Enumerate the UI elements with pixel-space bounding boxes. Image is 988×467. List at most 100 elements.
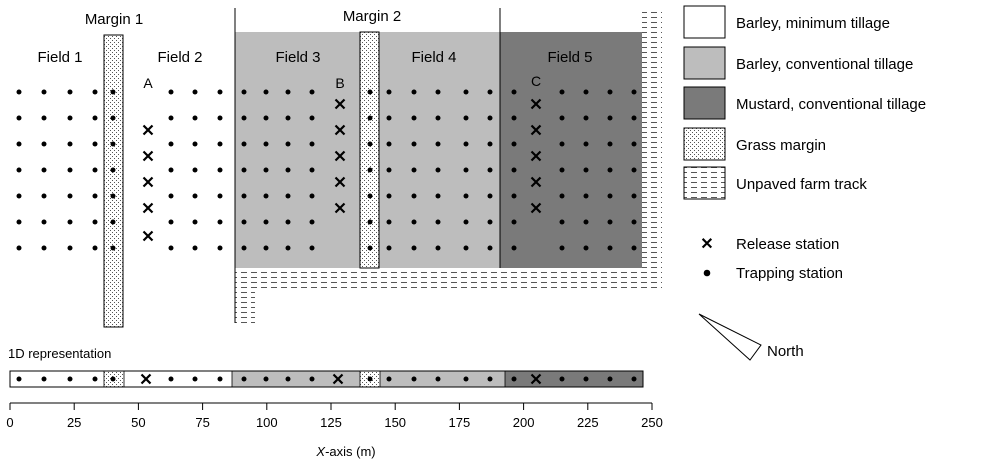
trapping-station [285,115,291,121]
trapping-station [607,167,613,173]
trapping-station [41,245,47,251]
trapping-station [559,141,565,147]
trapping-stations-2d [16,89,637,251]
release-marker-b: B [335,75,344,91]
x-axis-tick-label: 175 [449,415,471,430]
trapping-station [559,219,565,225]
trapping-station [583,193,589,199]
release-station-a [142,202,154,214]
trapping-station [67,219,73,225]
legend-label-mustard: Mustard, conventional tillage [736,96,926,113]
trapping-station [241,141,247,147]
release-marker-c: C [531,73,541,89]
trapping-station-1d [263,376,269,382]
trapping-station [92,193,98,199]
trapping-station [192,193,198,199]
grass-margin-2 [359,31,380,269]
trapping-station [67,167,73,173]
oned-outline [9,370,644,388]
trapping-station [435,219,441,225]
release-marker-a: A [143,75,153,91]
trapping-station [67,141,73,147]
trapping-station [559,245,565,251]
trapping-station [411,141,417,147]
trapping-station [263,89,269,95]
release-station-1d [140,373,152,385]
margin-2-label: Margin 2 [343,8,401,25]
release-station-b [334,98,346,110]
trapping-station [367,115,373,121]
trapping-station [367,245,373,251]
trapping-station [435,141,441,147]
trapping-station [110,89,116,95]
trapping-station [309,193,315,199]
trapping-station [16,219,22,225]
oned-seg-white-1 [10,371,104,387]
trapping-station [559,115,565,121]
trapping-station [67,193,73,199]
oned-seg-light-1 [232,371,360,387]
trapping-station [411,193,417,199]
trapping-station [487,245,493,251]
trapping-station [241,245,247,251]
trapping-station [631,141,637,147]
field-4-label: Field 4 [411,49,456,66]
trapping-station [631,193,637,199]
trapping-station [285,219,291,225]
trapping-station [511,219,517,225]
trapping-station [631,245,637,251]
trapping-station [285,89,291,95]
trapping-station [168,115,174,121]
release-station-a [142,230,154,242]
trapping-station [309,89,315,95]
trapping-station-1d [41,376,47,382]
trapping-station [386,89,392,95]
trapping-station [463,193,469,199]
oned-seg-dark [505,371,643,387]
oned-seg-white-2 [124,371,232,387]
trapping-station [367,167,373,173]
legend-swatch-barley-min [683,5,726,39]
release-stations-2d [142,98,542,242]
trapping-station [192,89,198,95]
trapping-station [631,219,637,225]
trapping-station-1d [631,376,637,382]
trapping-station [241,167,247,173]
trapping-station [168,167,174,173]
trapping-station [41,167,47,173]
legend: Barley, minimum tillage Barley, conventi… [683,5,926,361]
north-label: North [767,343,804,360]
trapping-station [217,219,223,225]
trapping-station [241,115,247,121]
trapping-station [367,219,373,225]
trapping-station [263,245,269,251]
trapping-station [386,167,392,173]
trapping-station [92,245,98,251]
trapping-station [192,219,198,225]
trapping-station [241,219,247,225]
release-station-c [530,176,542,188]
trapping-station [110,219,116,225]
trapping-station [41,115,47,121]
trapping-station-1d [487,376,493,382]
trapping-station [411,115,417,121]
trapping-station [487,141,493,147]
legend-swatch-mustard [683,86,726,120]
trapping-station [487,115,493,121]
release-station-a [142,150,154,162]
trapping-station [217,167,223,173]
trapping-station [168,193,174,199]
trapping-station [559,167,565,173]
x-axis-tick-label: 25 [67,415,81,430]
trapping-station [631,167,637,173]
trapping-station [309,219,315,225]
trapping-station [511,141,517,147]
trapping-station [16,193,22,199]
trapping-station [435,115,441,121]
trapping-station-1d [463,376,469,382]
trapping-station [263,193,269,199]
release-station-b [334,176,346,188]
trapping-station [511,167,517,173]
trapping-station [435,167,441,173]
